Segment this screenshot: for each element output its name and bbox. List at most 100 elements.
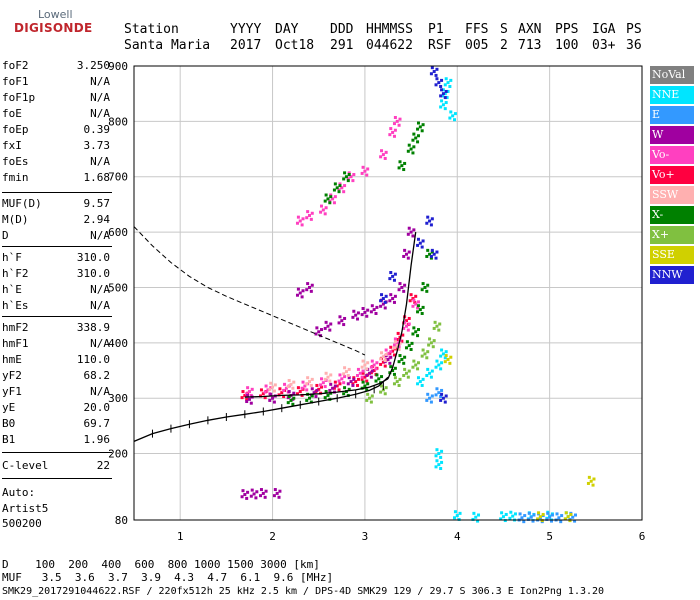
echo-point [298,291,302,295]
plot-frame [133,65,643,521]
echo-point [407,369,411,373]
echo-point [332,188,336,192]
echo-point [271,385,275,389]
echo-point [426,248,430,252]
echo-point [264,489,268,493]
param-row: foEs N/A [2,154,110,170]
echo-point [416,310,420,314]
param-row: h`Es N/A [2,298,110,314]
echo-point [393,272,397,276]
echo-point [434,393,438,397]
echo-point [247,390,251,394]
echo-point [289,382,293,386]
echo-point [343,184,347,188]
echo-point [278,489,282,493]
echo-point [379,390,383,394]
echo-point [434,454,438,458]
echo-point [329,193,333,197]
echo-point [277,393,281,397]
echo-point [344,370,348,374]
echo-point [404,319,408,323]
param-divider [2,478,112,479]
echo-point [393,366,397,370]
param-value: 3.250 [76,59,110,72]
echo-point [365,379,369,383]
echo-point [437,463,441,467]
echo-point [393,337,397,341]
echo-point [282,388,286,392]
echo-point [374,379,378,383]
echo-point [380,293,384,297]
echo-point [532,513,536,517]
param-key: foF2 [2,59,29,72]
echo-point [332,201,336,205]
header-value-iga: 03+ [592,38,616,53]
echo-point [319,328,323,332]
echo-point [425,398,429,402]
echo-point [309,289,313,293]
echo-point [347,376,351,380]
echo-point [347,387,351,391]
echo-point [434,256,438,260]
echo-point [425,221,429,225]
echo-point [508,516,512,520]
echo-point [389,293,393,297]
echo-point [566,515,570,519]
echo-point [412,326,416,330]
echo-point [420,245,424,249]
echo-point [444,101,448,105]
echo-point [333,182,337,186]
echo-point [500,511,504,515]
echo-point [269,392,273,396]
echo-point [392,372,396,376]
echo-point [435,250,439,254]
echo-point [416,328,420,332]
y-tick-label: 300 [108,392,128,405]
echo-point [295,392,299,396]
echo-point [418,241,422,245]
echo-point [441,352,445,356]
echo-point [398,354,402,358]
echo-point [409,293,413,297]
autoscale-version: 500200 [2,517,42,530]
echo-point [342,177,346,181]
y-tick-label: 600 [108,226,128,239]
echo-point [263,390,267,394]
param-key: yE [2,401,16,414]
echo-point [343,171,347,175]
echo-point [307,396,311,400]
echo-point [441,103,445,107]
echo-point [384,386,388,390]
param-value: 310.0 [76,267,110,280]
echo-point [379,362,383,366]
echo-point [323,385,327,389]
echo-point [416,300,420,304]
echo-point [315,388,319,392]
echo-point [356,367,360,371]
echo-point [392,300,396,304]
header-value-s: 2 [500,38,508,53]
echo-point [342,190,346,194]
param-value: 1.96 [83,433,111,446]
echo-point [272,494,276,498]
echo-point [391,369,395,373]
param-divider [2,316,112,317]
echo-point [269,386,273,390]
echo-point [360,377,364,381]
electron-density-profile [133,376,389,442]
echo-point [241,390,245,394]
echo-point [372,363,376,367]
echo-point [398,341,402,345]
muf-dashed-curve [133,226,366,356]
echo-point [370,304,374,308]
echo-point [377,377,381,381]
param-row: foF2 3.250 [2,58,110,74]
echo-point [292,396,296,400]
echo-point [420,129,424,133]
echo-point [366,308,370,312]
echo-point [400,357,404,361]
echo-point [370,359,374,363]
echo-point [440,460,444,464]
echo-point [261,491,265,495]
echo-point [388,299,392,303]
